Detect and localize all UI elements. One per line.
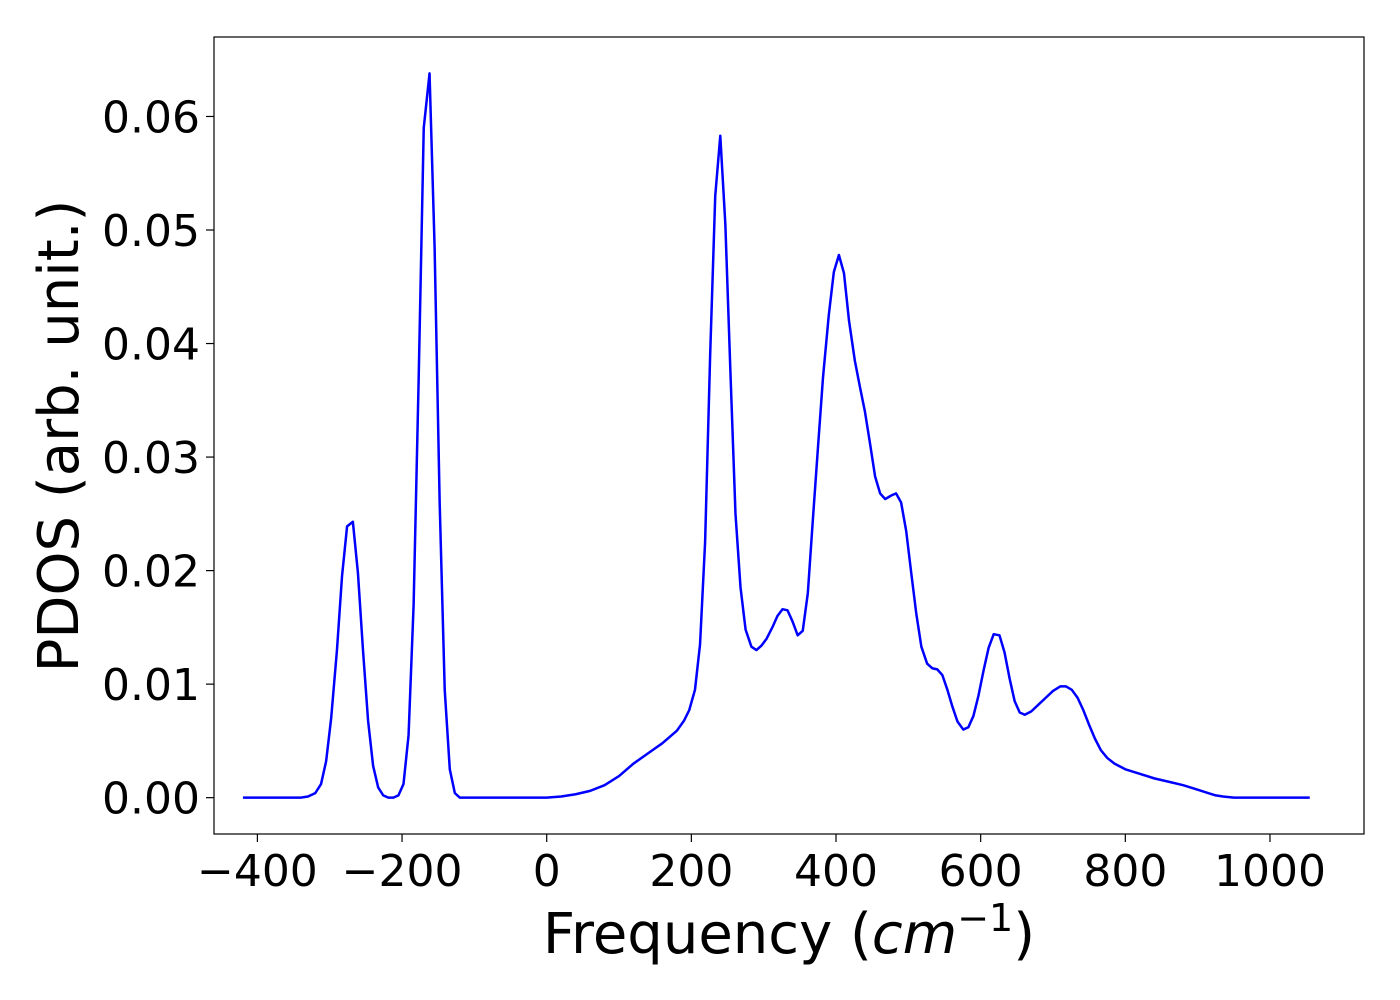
x-tick-label: 800 — [1083, 846, 1167, 897]
x-tick-label: 400 — [794, 846, 878, 897]
y-tick-label: 0.00 — [102, 774, 200, 825]
x-axis-label-text: Frequency ( — [543, 902, 872, 967]
pdos-series-line — [242, 72, 1310, 799]
plot-frame — [213, 36, 1365, 835]
x-tick-label: 600 — [939, 846, 1023, 897]
x-axis-label: Frequency (cm−1) — [543, 896, 1035, 967]
plot-area — [214, 37, 1364, 834]
x-tick-label: −200 — [342, 846, 463, 897]
x-axis-label-unit: cm — [872, 902, 957, 967]
x-tick-label: 0 — [533, 846, 561, 897]
x-tick-label: −400 — [197, 846, 318, 897]
y-tick-label: 0.01 — [102, 660, 200, 711]
x-axis-label-exponent: −1 — [957, 896, 1013, 940]
y-tick-label: 0.03 — [102, 433, 200, 484]
y-tick-label: 0.06 — [102, 92, 200, 143]
x-tick-label: 200 — [649, 846, 733, 897]
x-axis-ticks: −400 −200 0 200 400 600 800 1000 — [197, 834, 1326, 897]
x-tick-label: 1000 — [1214, 846, 1326, 897]
y-axis-ticks: 0.00 0.01 0.02 0.03 0.04 0.05 0.06 — [102, 92, 214, 825]
y-tick-label: 0.02 — [102, 547, 200, 598]
y-axis-label: PDOS (arb. unit.) — [27, 200, 92, 673]
y-tick-label: 0.05 — [102, 206, 200, 257]
x-axis-label-close: ) — [1013, 902, 1035, 967]
y-tick-label: 0.04 — [102, 320, 200, 371]
